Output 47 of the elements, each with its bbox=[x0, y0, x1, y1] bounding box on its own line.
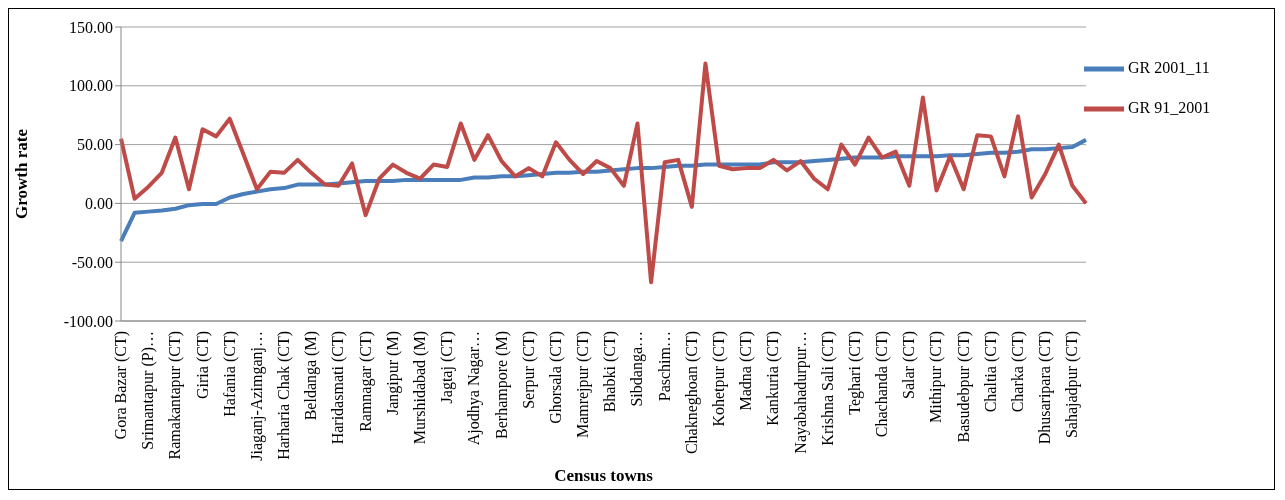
x-tick-label: Beldanga (M) bbox=[302, 331, 321, 421]
x-tick-label: Jagtaj (CT) bbox=[438, 331, 457, 404]
x-tick-label: Chaltia (CT) bbox=[981, 331, 1000, 413]
line-series bbox=[119, 61, 1088, 285]
y-tick-label: 0.00 bbox=[85, 195, 113, 213]
x-tick-label: Serpur (CT) bbox=[519, 331, 538, 409]
y-tick-label: 50.00 bbox=[77, 136, 113, 154]
x-tick-label: Paschim… bbox=[655, 331, 673, 402]
x-tick-label: Jiaganj-Azimganj… bbox=[247, 331, 266, 461]
x-tick-label: Dhusaripara (CT) bbox=[1036, 331, 1055, 445]
x-tick-label: Krishna Sali (CT) bbox=[818, 331, 837, 446]
y-axis-title: Growth rate bbox=[12, 128, 32, 219]
y-tick-label: -50.00 bbox=[71, 253, 113, 271]
x-tick-label: Giria (CT) bbox=[193, 331, 212, 399]
y-tick-label: 100.00 bbox=[69, 77, 113, 95]
legend-label: GR 2001_11 bbox=[1128, 58, 1210, 76]
x-tick-label: Ramnagar (CT) bbox=[356, 331, 375, 432]
x-tick-label: Jangipur (M) bbox=[383, 331, 402, 415]
legend-label: GR 91_2001 bbox=[1128, 98, 1211, 116]
y-tick-label: 150.00 bbox=[69, 18, 113, 36]
x-tick-label: Berhampore (M) bbox=[492, 331, 511, 439]
x-tick-label: Teghari (CT) bbox=[845, 331, 864, 415]
x-tick-label: Basudebpur (CT) bbox=[954, 331, 973, 443]
x-tick-label: Sahajadpur (CT) bbox=[1063, 331, 1082, 439]
x-tick-label: Srimantapur (P)… bbox=[139, 331, 158, 450]
x-tick-label: Ramakantapur (CT) bbox=[166, 331, 185, 460]
x-tick-label: Gora Bazar (CT) bbox=[112, 331, 130, 440]
x-tick-label: Madna (CT) bbox=[737, 331, 756, 411]
x-tick-label: Nayabahadurpur… bbox=[791, 331, 810, 454]
x-tick-label: Sibdanga… bbox=[628, 331, 647, 407]
x-tick-label: Ghorsala (CT) bbox=[546, 331, 565, 424]
x-tick-label: Hafania (CT) bbox=[220, 331, 239, 417]
x-tick-label: Harharia Chak (CT) bbox=[275, 331, 294, 460]
x-tick-label: Kankuria (CT) bbox=[764, 331, 783, 426]
x-tick-label: Bhabki (CT) bbox=[601, 331, 620, 413]
x-tick-label: Salar (CT) bbox=[900, 331, 919, 399]
y-tick-label: -100.00 bbox=[63, 312, 113, 330]
x-axis-title: Census towns bbox=[554, 466, 654, 485]
x-tick-label: Chachanda (CT) bbox=[873, 331, 892, 438]
x-tick-label: Haridasmati (CT) bbox=[329, 331, 348, 445]
x-tick-label: Mamrejpur (CT) bbox=[574, 331, 593, 439]
x-tick-label: Chakneghoan (CT) bbox=[682, 331, 701, 455]
x-tick-label: Kohetpur (CT) bbox=[710, 331, 729, 427]
x-tick-label: Murshidabad (M) bbox=[411, 331, 430, 445]
x-tick-label: Charka (CT) bbox=[1009, 331, 1028, 413]
x-tick-label: Ajodhya Nagar… bbox=[465, 331, 484, 446]
x-tick-label: Mithipur (CT) bbox=[927, 331, 946, 423]
